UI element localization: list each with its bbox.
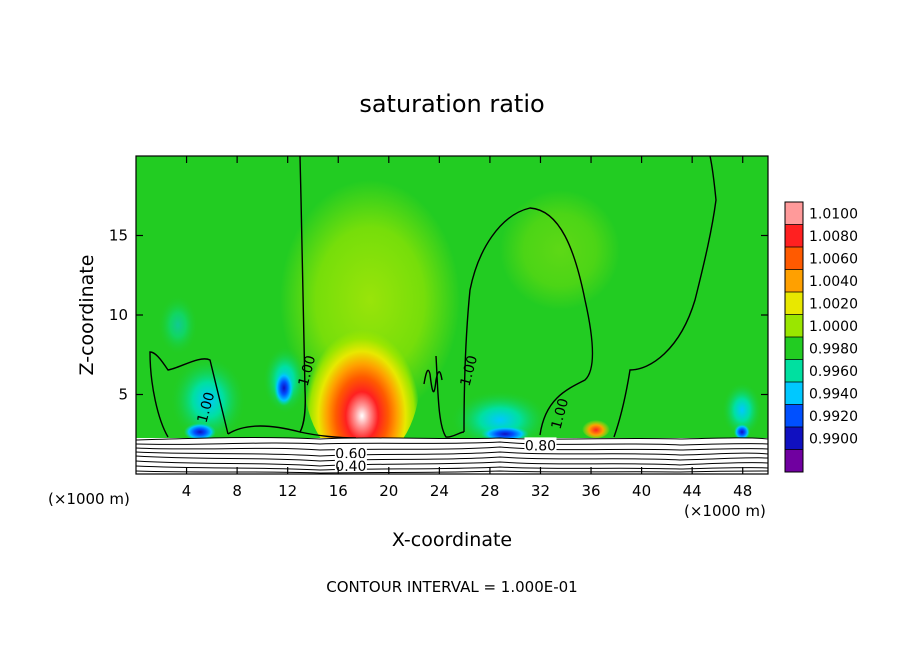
plot-area: 1.001.00 1.001.000.800.600.40 xyxy=(136,156,768,475)
colorbar-label: 1.0100 xyxy=(809,206,858,222)
x-tick-label: 12 xyxy=(278,482,297,500)
y-axis: 5 10 15 xyxy=(109,227,768,404)
colorbar-label: 1.0020 xyxy=(809,296,858,312)
contour-1-00 xyxy=(149,156,717,439)
colorbar-swatch xyxy=(785,292,803,315)
contour-label: 1.00 xyxy=(195,390,219,424)
chart-title: saturation ratio xyxy=(359,90,544,118)
colorbar-swatch xyxy=(785,269,803,293)
contour-label: 1.00 xyxy=(549,397,573,431)
x-tick-label: 20 xyxy=(379,482,398,500)
colorbar: 1.0100 1.0080 1.0060 1.0040 1.0020 1.0000 0.99… xyxy=(784,201,858,473)
colorbar-swatch xyxy=(785,224,803,248)
colorbar-swatch xyxy=(785,404,803,428)
y-tick-label: 5 xyxy=(118,386,128,404)
colorbar-swatch xyxy=(785,449,803,473)
y-tick-label: 10 xyxy=(109,306,128,324)
x-tick-label: 32 xyxy=(531,482,550,500)
x-axis-label: X-coordinate xyxy=(392,529,512,551)
contour-label-bg xyxy=(334,445,367,460)
x-tick-label: 36 xyxy=(581,482,600,500)
contour-label: 0.80 xyxy=(525,438,556,454)
x-tick-label: 40 xyxy=(632,482,651,500)
colorbar-swatch xyxy=(785,427,803,450)
colorbar-swatch xyxy=(785,337,803,360)
colorbar-swatch xyxy=(785,202,803,225)
field-blue-far xyxy=(734,424,750,440)
field-yellow-right xyxy=(500,190,620,310)
x-unit-left: (×1000 m) xyxy=(48,490,130,508)
colorbar-swatch xyxy=(785,359,803,383)
colorbar-label: 0.9940 xyxy=(809,386,858,402)
contour-label-bg xyxy=(524,437,557,452)
colorbar-label: 0.9960 xyxy=(809,364,858,380)
colorbar-label: 0.9900 xyxy=(809,431,858,447)
field-cyan-left-high xyxy=(158,295,198,355)
y-tick-label: 15 xyxy=(109,227,128,245)
colorbar-label: 0.9920 xyxy=(809,409,858,425)
contour-label: 1.00 xyxy=(296,354,320,388)
x-unit-right: (×1000 m) xyxy=(684,502,766,520)
colorbar-swatch xyxy=(785,314,803,338)
contour-label: 1.00 xyxy=(458,354,482,388)
contour-interval-note: CONTOUR INTERVAL = 1.000E-01 xyxy=(326,578,577,596)
x-tick-label: 4 xyxy=(182,482,192,500)
x-axis: 4 8 12 16 20 24 28 32 36 40 44 48 xyxy=(182,156,752,500)
colorbar-label: 1.0060 xyxy=(809,251,858,267)
field-hot-plume xyxy=(304,292,420,464)
x-tick-label: 16 xyxy=(329,482,348,500)
x-tick-label: 48 xyxy=(733,482,752,500)
x-tick-label: 24 xyxy=(430,482,449,500)
colorbar-swatch xyxy=(785,382,803,405)
field-cyan-far xyxy=(722,382,762,438)
colorbar-label: 1.0000 xyxy=(809,319,858,335)
colorbar-swatch xyxy=(785,247,803,270)
x-tick-label: 8 xyxy=(232,482,242,500)
contour-labels: 1.001.00 1.001.000.800.600.40 xyxy=(195,354,573,475)
field-cyan-left xyxy=(170,356,246,444)
contour-label-bg xyxy=(334,458,367,473)
field-blue-mid xyxy=(274,370,294,406)
field-blue-left xyxy=(184,423,216,441)
x-tick-label: 44 xyxy=(683,482,702,500)
colorbar-label: 1.0080 xyxy=(809,229,858,245)
colorbar-label: 0.9980 xyxy=(809,341,858,357)
ground-layer xyxy=(136,436,768,474)
contour-label: 0.40 xyxy=(335,459,366,475)
y-axis-label: Z-coordinate xyxy=(76,255,98,376)
field-red-right xyxy=(582,418,610,438)
x-tick-label: 28 xyxy=(480,482,499,500)
colorbar-label: 1.0040 xyxy=(809,274,858,290)
